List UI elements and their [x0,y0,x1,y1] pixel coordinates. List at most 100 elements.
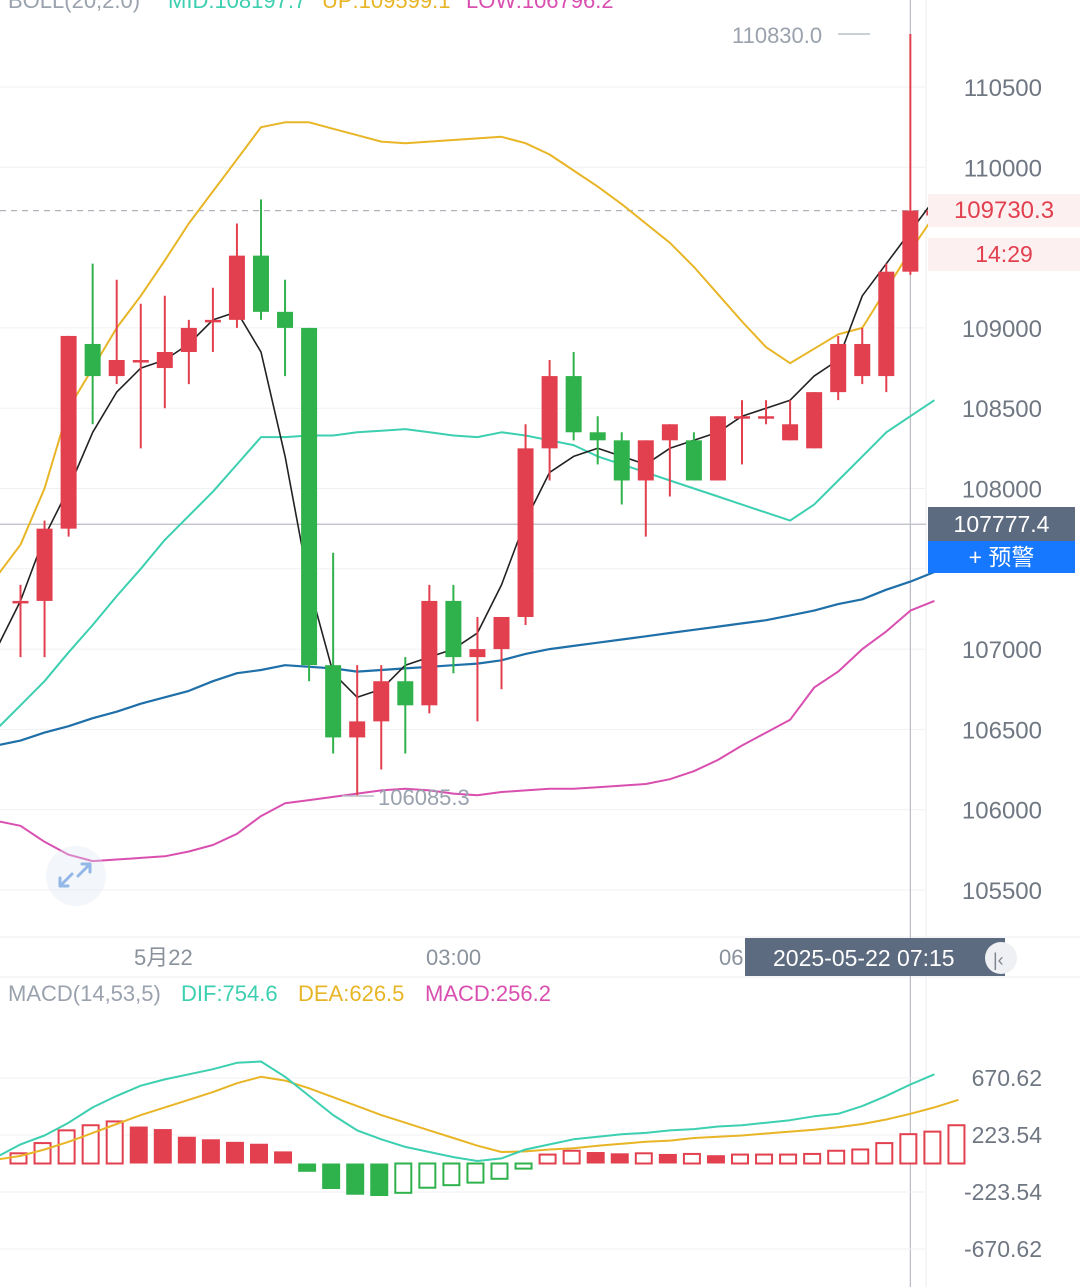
price-tick-label: 106500 [962,717,1042,744]
macd-histogram-bar [827,1149,846,1165]
expand-button[interactable] [46,846,106,906]
macd-histogram-bar [658,1153,677,1164]
expand-icon [58,862,92,888]
macd-histogram-bar [803,1152,822,1165]
price-tick-label: 110000 [964,155,1042,182]
macd-histogram-bar [923,1130,942,1165]
time-label-1: 03:00 [426,945,481,970]
macd-histogram-bar [490,1162,509,1180]
last-price: 109730.3 [953,197,1055,224]
macd-histogram-bar [442,1162,461,1187]
price-axis: 110500 110000 109000 108500 108000 107000 1065… [962,75,1042,1262]
countdown-badge: 14:29 [928,238,1080,271]
candle-body [253,255,269,312]
macd-histogram-bar [610,1153,629,1164]
macd-tick-label: -670.62 [964,1236,1042,1262]
macd-histogram-bar [225,1141,244,1164]
macd-histogram-bar [250,1143,268,1164]
candle-body [277,311,294,328]
macd-histogram-bar [682,1152,701,1165]
macd-histogram-bar [298,1163,317,1172]
candle-body [132,360,149,363]
candle-body [589,432,606,441]
macd-value-label: MACD:256.2 [425,981,551,1006]
price-tick-label: 108500 [962,396,1042,423]
candlesticks [12,34,943,797]
macd-tick-label: 223.54 [972,1122,1043,1148]
macd-histogram-bar [394,1162,413,1194]
ma-short-line [0,198,936,699]
macd-histogram-bar [129,1126,148,1164]
macd-histogram-bar [177,1136,196,1164]
macd-dea-line [0,1075,959,1161]
price-tick-label: 109000 [962,316,1042,343]
boll-label: BOLL(20,2.0) [8,0,140,13]
bollinger-bands [0,121,936,863]
candle-body [493,616,510,650]
last-price-badge: 109730.3 [928,194,1080,227]
candle-body [180,327,197,352]
candle-body [685,440,702,481]
alert-label: + 预警 [968,544,1035,570]
macd-histogram-bar [706,1155,725,1164]
macd-histogram-bar [105,1120,124,1165]
upper-band-line [0,121,936,574]
candle-body [709,416,726,481]
candle-body [541,376,558,449]
macd-dif-line [0,1060,935,1162]
candle-body [637,440,654,481]
lower-band-line [0,599,935,863]
alert-button[interactable]: + 预警 [928,541,1075,573]
candle-body [84,343,101,377]
ma-long-line [0,570,935,746]
price-tick-label: 110500 [964,75,1042,102]
candle-body [108,360,125,377]
macd-histogram-bar [418,1162,437,1189]
macd-histogram-bar [201,1139,220,1164]
macd-histogram-bar [346,1163,365,1195]
macd-tick-label: 670.62 [972,1065,1042,1091]
crosshair-time-badge [745,938,1005,976]
price-tick-label: 106000 [962,798,1042,825]
macd-histogram-bar [33,1142,52,1165]
macd-panel [0,1060,966,1250]
candle-body [349,721,366,738]
macd-histogram-bar [755,1153,774,1165]
macd-histogram-bar [562,1149,581,1165]
candle-body [156,351,173,369]
macd-histogram-bar [274,1151,293,1164]
candle-body [613,440,630,481]
macd-histogram-bar [586,1152,605,1164]
reset-button[interactable] [985,942,1017,974]
candle-body [469,649,486,658]
boll-up-label: UP:109599.1 [322,0,450,13]
candle-body [878,271,895,377]
macd-dea-label: DEA:626.5 [298,981,404,1006]
candle-body [373,681,390,722]
macd-histogram-bar [899,1133,918,1165]
boll-mid-label: MID:108197.7 [168,0,306,13]
high-annotation: 110830.0 [732,23,822,48]
price-tick-label: 105500 [962,878,1042,905]
macd-histogram-bar [153,1129,172,1164]
candle-body [12,600,29,604]
time-label-2: 06 [719,945,743,970]
macd-tick-label: -223.54 [964,1179,1042,1205]
candle-body [565,376,582,433]
candle-body [517,448,534,617]
candle-body [782,424,799,441]
macd-histogram-bar [947,1124,966,1165]
candle-body [301,327,318,666]
candle-body [60,335,77,529]
macd-histogram-bar [731,1153,749,1165]
crosshair-time: 2025-05-22 07:15 [773,945,955,971]
candle-body [204,319,221,323]
candle-body [758,416,775,419]
candle-body [830,343,847,393]
macd-histogram-bar [514,1162,533,1170]
macd-title: MACD(14,53,5) [8,981,161,1006]
macd-dif-label: DIF:754.6 [181,981,278,1006]
countdown: 14:29 [975,241,1033,267]
